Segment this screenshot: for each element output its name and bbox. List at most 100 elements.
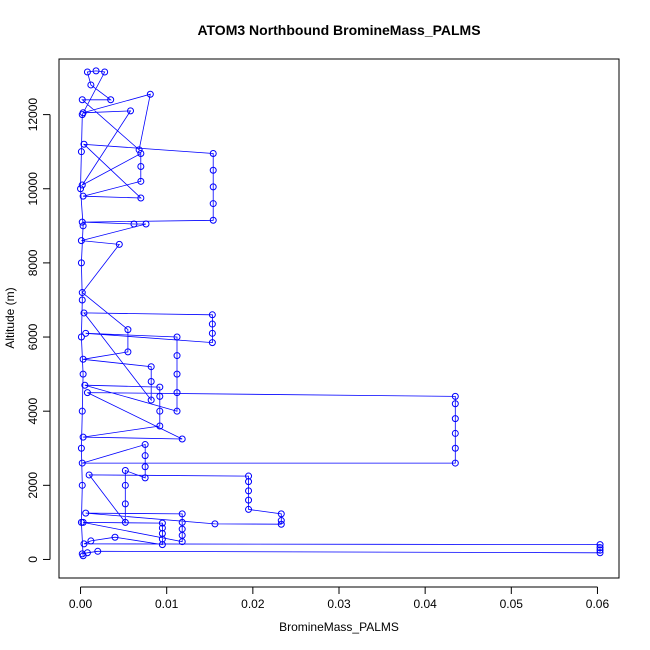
data-point bbox=[451, 392, 459, 400]
data-point bbox=[78, 111, 86, 119]
x-axis-label: BromineMass_PALMS bbox=[279, 620, 399, 634]
data-point bbox=[79, 355, 87, 363]
data-point bbox=[451, 459, 459, 467]
data-point bbox=[277, 520, 285, 528]
data-point bbox=[596, 544, 604, 552]
chart-title: ATOM3 Northbound BromineMass_PALMS bbox=[197, 22, 480, 38]
data-point bbox=[137, 177, 145, 185]
data-point bbox=[78, 481, 86, 489]
x-tick-label: 0.06 bbox=[586, 597, 610, 611]
data-point bbox=[141, 463, 149, 471]
data-point bbox=[209, 166, 217, 174]
data-point bbox=[245, 487, 253, 495]
data-point bbox=[147, 363, 155, 371]
x-tick-label: 0.04 bbox=[413, 597, 437, 611]
data-point bbox=[141, 452, 149, 460]
data-point bbox=[78, 96, 86, 104]
data-point bbox=[77, 237, 85, 245]
data-point bbox=[208, 329, 216, 337]
data-point bbox=[130, 220, 138, 228]
data-point bbox=[142, 220, 150, 228]
data-point bbox=[173, 389, 181, 397]
data-point bbox=[87, 81, 95, 89]
data-point bbox=[78, 181, 86, 189]
data-point bbox=[245, 505, 253, 513]
data-point bbox=[141, 474, 149, 482]
y-tick-label: 0 bbox=[26, 556, 40, 563]
data-point bbox=[107, 96, 115, 104]
data-point bbox=[208, 311, 216, 319]
data-point bbox=[78, 459, 86, 467]
data-point bbox=[79, 222, 87, 230]
data-point bbox=[111, 533, 119, 541]
data-point bbox=[79, 552, 87, 560]
y-axis-label: Altitude (m) bbox=[3, 287, 17, 348]
data-point bbox=[135, 146, 143, 154]
data-point bbox=[137, 150, 145, 158]
data-point bbox=[78, 407, 86, 415]
data-point bbox=[178, 525, 186, 533]
data-point bbox=[85, 471, 93, 479]
x-tick-label: 0.01 bbox=[155, 597, 179, 611]
data-point bbox=[77, 444, 85, 452]
data-point bbox=[209, 216, 217, 224]
data-point bbox=[80, 140, 88, 148]
data-point bbox=[77, 259, 85, 267]
data-point bbox=[137, 194, 145, 202]
data-point bbox=[141, 441, 149, 449]
data-point bbox=[173, 352, 181, 360]
data-point bbox=[79, 370, 87, 378]
data-point bbox=[124, 326, 132, 334]
data-point bbox=[80, 309, 88, 317]
data-point bbox=[79, 192, 87, 200]
data-point bbox=[156, 407, 164, 415]
data-point bbox=[121, 518, 129, 526]
data-point bbox=[178, 510, 186, 518]
data-point bbox=[77, 333, 85, 341]
data-point bbox=[121, 500, 129, 508]
x-axis: 0.00 0.01 0.02 0.03 0.04 0.05 0.06 bbox=[69, 586, 610, 611]
data-point bbox=[82, 509, 90, 517]
data-point bbox=[178, 435, 186, 443]
series-line bbox=[80, 70, 601, 556]
y-tick-label: 2000 bbox=[26, 472, 40, 499]
data-point bbox=[77, 185, 85, 193]
y-axis: 0 2000 4000 6000 8000 10000 12000 bbox=[26, 98, 51, 563]
data-point bbox=[211, 520, 219, 528]
data-point bbox=[78, 289, 86, 297]
data-point bbox=[156, 422, 164, 430]
data-point bbox=[124, 348, 132, 356]
data-point bbox=[156, 383, 164, 391]
data-point bbox=[79, 433, 87, 441]
data-point bbox=[277, 517, 285, 525]
data-point bbox=[78, 218, 86, 226]
data-point bbox=[92, 67, 100, 75]
data-point bbox=[208, 339, 216, 347]
data-point bbox=[80, 540, 88, 548]
data-point bbox=[121, 481, 129, 489]
x-tick-label: 0.02 bbox=[241, 597, 265, 611]
data-point bbox=[94, 547, 102, 555]
data-point bbox=[77, 148, 85, 156]
data-point bbox=[101, 68, 109, 76]
data-point bbox=[83, 68, 91, 76]
data-point bbox=[208, 320, 216, 328]
data-point bbox=[77, 518, 85, 526]
data-point bbox=[158, 524, 166, 532]
data-point bbox=[245, 496, 253, 504]
data-point bbox=[451, 400, 459, 408]
y-tick-label: 10000 bbox=[26, 172, 40, 206]
data-point bbox=[451, 415, 459, 423]
data-point bbox=[82, 329, 90, 337]
data-layer bbox=[77, 67, 604, 560]
data-point bbox=[78, 296, 86, 304]
data-point bbox=[156, 392, 164, 400]
data-point bbox=[277, 510, 285, 518]
data-point bbox=[173, 407, 181, 415]
data-point bbox=[451, 444, 459, 452]
data-point bbox=[83, 389, 91, 397]
data-point bbox=[451, 429, 459, 437]
data-point bbox=[137, 163, 145, 171]
